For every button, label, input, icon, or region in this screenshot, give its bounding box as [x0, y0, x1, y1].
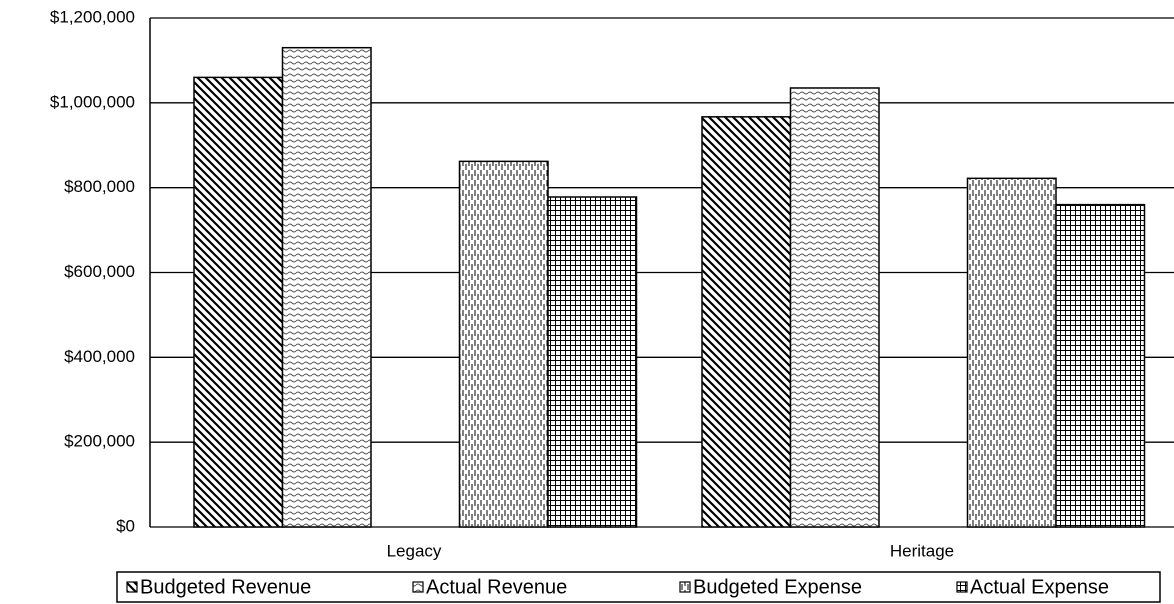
bar: [193, 76, 284, 528]
legend-swatch: [126, 581, 138, 593]
y-tick-label: $1,200,000: [50, 7, 135, 26]
y-tick-label: $200,000: [64, 432, 135, 451]
bar: [701, 116, 792, 528]
legend-swatch: [956, 581, 968, 593]
y-tick-label: $800,000: [64, 177, 135, 196]
y-tick-label: $400,000: [64, 347, 135, 366]
legend-label: Actual Revenue: [426, 576, 567, 598]
legend-box: [116, 571, 1161, 603]
bar: [789, 87, 880, 528]
legend-label: Budgeted Expense: [693, 576, 862, 598]
legend-swatch: [679, 581, 691, 593]
y-tick-label: $0: [116, 516, 135, 535]
legend-label: Actual Expense: [970, 576, 1109, 598]
bar: [1055, 203, 1146, 528]
legend-label: Budgeted Revenue: [140, 576, 311, 598]
bar: [281, 46, 372, 528]
bar: [458, 160, 549, 528]
bar: [547, 196, 638, 528]
x-tick-label: Heritage: [890, 541, 954, 560]
legend-swatch: [412, 581, 424, 593]
bar: [966, 177, 1057, 528]
y-tick-label: $600,000: [64, 262, 135, 281]
y-tick-label: $1,000,000: [50, 92, 135, 111]
x-tick-label: Legacy: [387, 541, 442, 560]
